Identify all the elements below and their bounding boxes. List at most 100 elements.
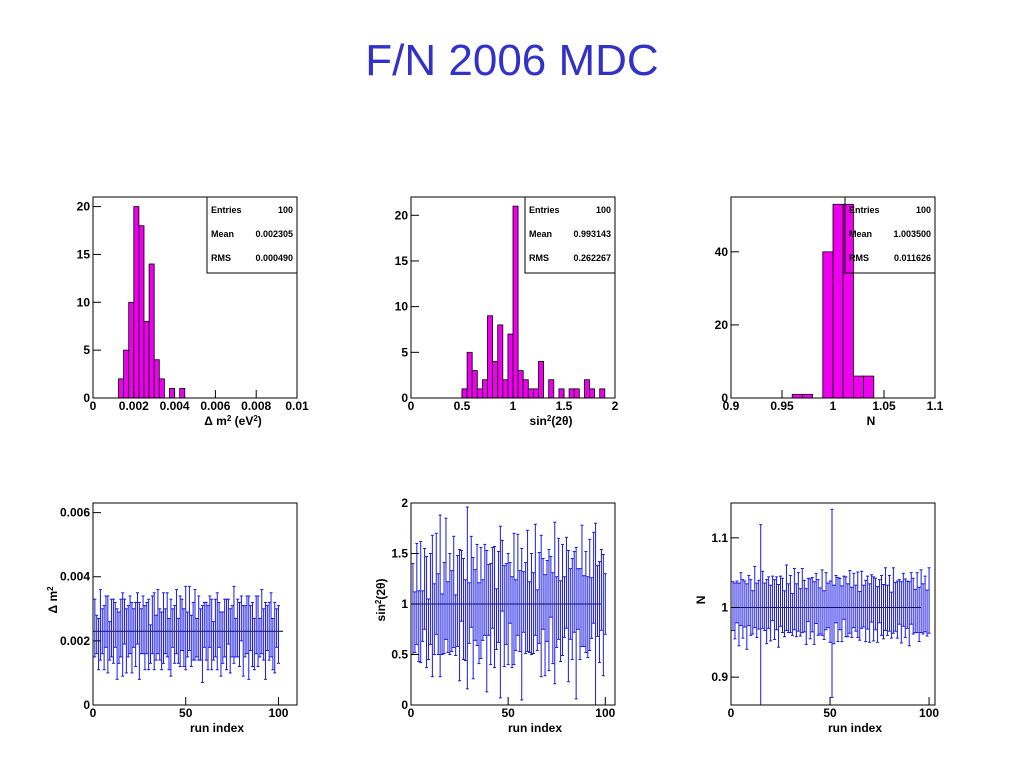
data-point [160, 611, 164, 671]
y-tick-label: 1 [721, 600, 728, 614]
y-tick-label: 5 [83, 343, 90, 357]
data-point [518, 570, 522, 652]
x-tick-label: 0.9 [723, 399, 740, 413]
data-point [430, 534, 434, 678]
data-point [905, 580, 909, 629]
data-point [199, 608, 203, 661]
data-point [465, 506, 469, 690]
data-point [483, 543, 487, 636]
data-point [275, 608, 279, 648]
histogram-bar [507, 333, 514, 399]
data-point [899, 581, 903, 644]
data-point [870, 574, 874, 623]
stats-value: 0.002305 [255, 229, 293, 239]
stats-value: 100 [596, 205, 611, 215]
histogram-bar [573, 388, 580, 399]
data-point [782, 590, 786, 638]
data-point [733, 582, 737, 640]
data-point [794, 583, 798, 638]
data-point [747, 574, 751, 627]
data-point [872, 576, 876, 642]
data-point [745, 583, 749, 650]
y-tick-label: 0 [401, 698, 408, 712]
data-point [182, 608, 186, 668]
data-point [599, 548, 603, 631]
data-point [887, 574, 891, 632]
data-point [113, 601, 117, 648]
data-point [197, 595, 201, 661]
histogram-bar [791, 393, 803, 399]
stats-label: Mean [529, 229, 552, 239]
data-point [885, 584, 889, 636]
data-point [911, 577, 915, 635]
histogram-bar [832, 203, 844, 399]
histogram-bar [584, 379, 590, 399]
data-point [878, 579, 882, 624]
data-point [735, 580, 739, 624]
data-point [167, 617, 171, 671]
data-point [765, 579, 769, 645]
data-point [500, 539, 504, 612]
data-point [844, 576, 848, 638]
histogram-bar [138, 225, 145, 399]
y-tick-label: 0 [83, 698, 90, 712]
histogram-bar [153, 359, 160, 399]
data-point [798, 588, 802, 637]
histogram-bar [143, 321, 150, 399]
data-point [415, 542, 419, 645]
chart-5: 0 50 100 0 0.5 1 1.5 2 run index sin2(2θ) [374, 496, 616, 735]
histogram-bar [512, 205, 519, 399]
x-tick-label: 50 [823, 706, 837, 720]
data-point [597, 561, 601, 664]
data-point [454, 594, 458, 657]
data-point [802, 579, 806, 633]
data-point [247, 595, 251, 680]
data-point [152, 592, 156, 671]
data-point [156, 589, 160, 655]
data-point [475, 543, 479, 646]
data-point [570, 558, 574, 661]
data-point [826, 582, 830, 629]
data-point [559, 580, 563, 663]
data-point [578, 568, 582, 661]
data-point [262, 608, 266, 661]
data-point [163, 608, 167, 655]
data-point [545, 560, 549, 642]
stats-box [206, 196, 298, 274]
data-point [806, 577, 810, 622]
data-point [417, 590, 421, 663]
histogram-bar [471, 370, 478, 399]
data-point [456, 555, 460, 647]
data-point [895, 580, 899, 639]
chart-4: 0 50 100 0 0.002 0.004 0.006 run index Δ m2 [46, 502, 298, 735]
data-point [215, 592, 219, 671]
stats-box [844, 196, 936, 274]
data-point [173, 605, 177, 664]
data-point [850, 586, 854, 638]
histogram-bar [533, 388, 539, 399]
y-tick-label: 1.5 [391, 547, 408, 561]
data-point [897, 579, 901, 625]
stats-value: 0.262267 [573, 253, 611, 263]
data-point [202, 601, 206, 648]
histogram-bar [548, 379, 555, 399]
chart-1: 0 0.002 0.004 0.006 0.008 0.01 0 5 10 15 20 Δ m2 (e… [77, 196, 309, 428]
data-point [751, 590, 755, 635]
data-point [777, 583, 781, 648]
histogram-bar [179, 388, 186, 399]
data-point [115, 608, 119, 680]
data-point [267, 601, 271, 661]
data-point [102, 605, 106, 671]
data-point [779, 575, 783, 627]
data-point [901, 572, 905, 627]
data-point [566, 549, 570, 683]
data-point [178, 595, 182, 668]
x-axis-label: run index [508, 721, 562, 735]
x-tick-label: 0.01 [285, 399, 309, 413]
data-point [741, 579, 745, 639]
data-point [846, 583, 850, 638]
data-point [551, 572, 555, 665]
data-point [842, 575, 846, 620]
y-tick-label: 10 [77, 295, 91, 309]
